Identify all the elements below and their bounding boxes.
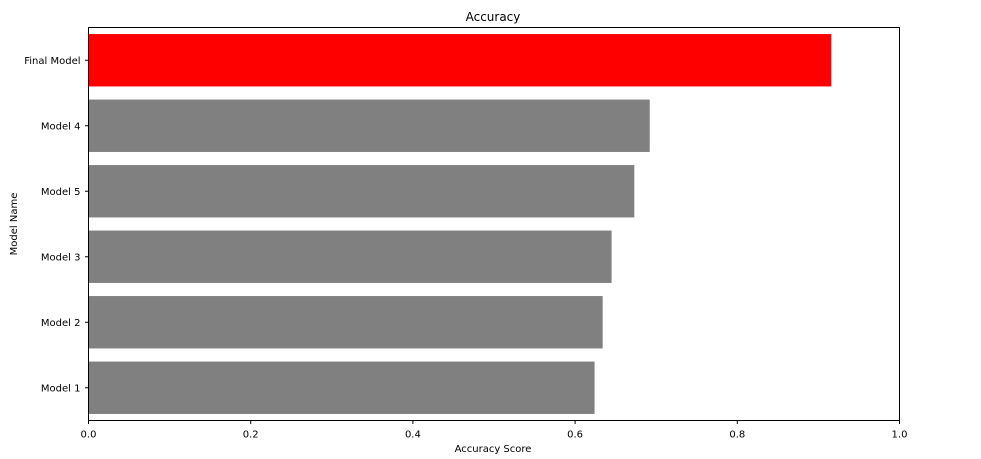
y-tick-label: Final Model	[24, 56, 80, 67]
y-tick-label: Model 1	[41, 383, 81, 394]
x-tick-label: 0.8	[729, 430, 745, 441]
bar-model-4	[88, 99, 650, 152]
bar-model-5	[88, 165, 635, 218]
y-tick-label: Model 2	[41, 318, 81, 329]
bar-model-2	[88, 296, 603, 349]
y-tick-label: Model 5	[41, 187, 81, 198]
bar-model-1	[88, 361, 595, 414]
x-tick-label: 0.6	[567, 430, 583, 441]
y-axis-label: Model Name	[9, 193, 20, 256]
y-tick-label: Model 3	[41, 252, 81, 263]
bars-layer	[88, 34, 832, 414]
ticks-layer: Model 1 Model 2 Model 3 Model 5 Model 4 Final…	[24, 56, 907, 441]
bar-final-model	[88, 34, 832, 87]
x-tick-label: 1.0	[892, 430, 908, 441]
bar-model-3	[88, 230, 612, 283]
x-tick-label: 0.0	[81, 430, 97, 441]
chart-title: Accuracy	[466, 10, 521, 24]
x-axis-label: Accuracy Score	[455, 444, 532, 455]
x-tick-label: 0.4	[405, 430, 421, 441]
plot-frame	[88, 27, 900, 421]
y-tick-label: Model 4	[41, 121, 81, 132]
x-tick-label: 0.2	[243, 430, 259, 441]
